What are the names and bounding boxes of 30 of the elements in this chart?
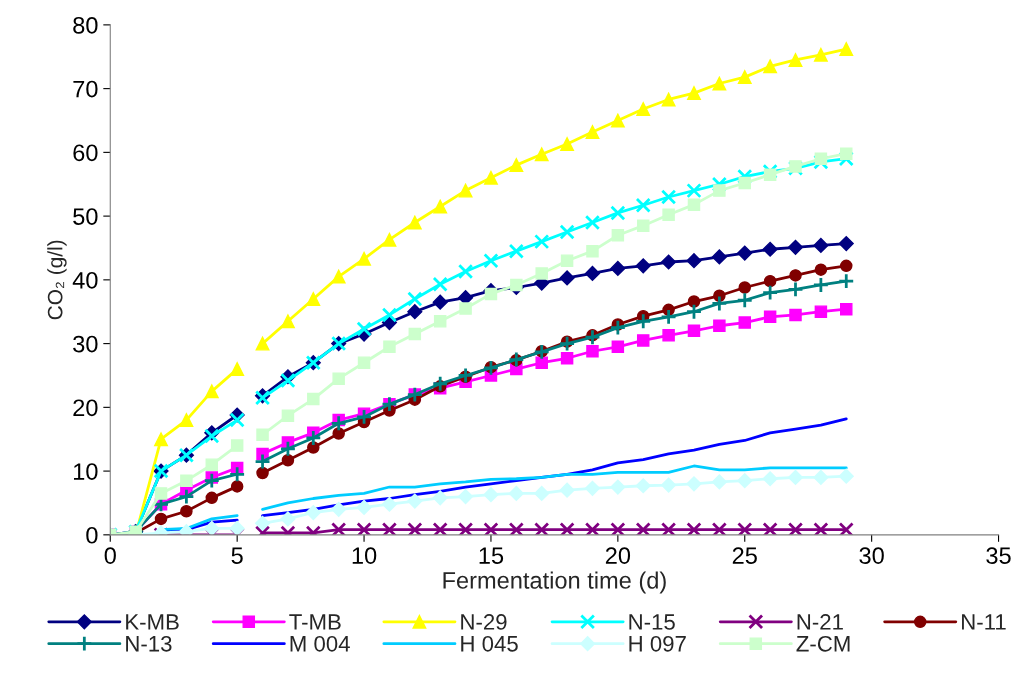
legend-label: T-MB xyxy=(289,614,341,630)
x-tick-label: 0 xyxy=(104,547,116,564)
x-tick-label: 20 xyxy=(605,547,631,564)
x-tick-label: 10 xyxy=(352,547,377,564)
y-tick-label: 20 xyxy=(73,399,98,417)
legend-label: N-15 xyxy=(629,614,675,630)
y-tick-label: 10 xyxy=(74,463,98,480)
y-tick-label: 60 xyxy=(73,144,98,162)
x-axis-title: Fermentation time (d) xyxy=(443,571,666,594)
y-tick-label: 30 xyxy=(73,335,98,353)
x-tick-label: 30 xyxy=(859,547,884,564)
legend-label: H 097 xyxy=(629,635,686,652)
y-tick-label: 40 xyxy=(72,271,98,289)
legend-label: N-11 xyxy=(962,614,1006,630)
x-tick-label: 35 xyxy=(986,547,1011,564)
y-axis-title: CO₂ (g/l) xyxy=(47,240,67,320)
legend-label: H 045 xyxy=(461,635,518,652)
legend-label: K-MB xyxy=(126,614,179,630)
x-tick-label: 25 xyxy=(732,547,757,564)
x-tick-label: 5 xyxy=(231,547,243,564)
legend-label: Z-CM xyxy=(796,635,850,652)
legend-label: N-13 xyxy=(126,635,172,652)
legend-label: M 004 xyxy=(290,635,350,652)
legend-label: N-21 xyxy=(797,614,843,630)
y-tick-label: 70 xyxy=(73,80,98,98)
y-tick-label: 0 xyxy=(86,526,98,544)
legend-label: N-29 xyxy=(461,614,507,630)
x-tick-label: 15 xyxy=(479,547,504,564)
y-tick-label: 50 xyxy=(73,208,98,225)
y-tick-label: 80 xyxy=(73,16,98,34)
